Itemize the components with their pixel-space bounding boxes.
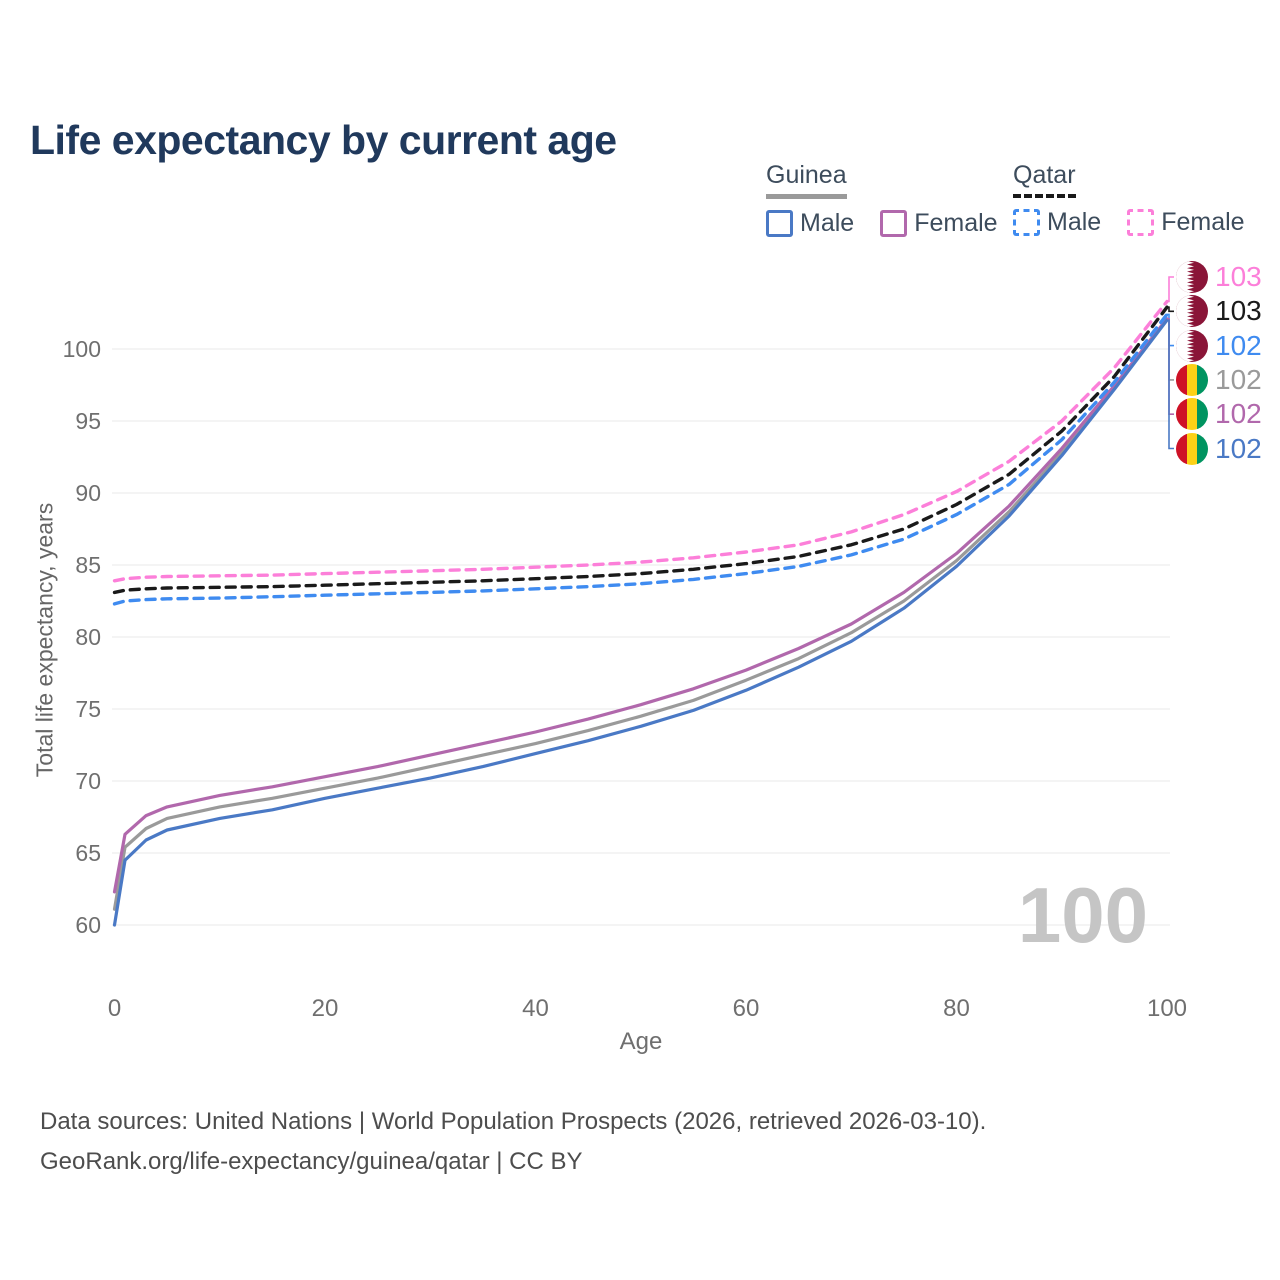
guinea-flag-icon [1176,398,1208,431]
y-tick-label: 65 [75,840,101,866]
leader-line-qatar_both [1167,306,1174,313]
end-label-qatar_male: 102 [1176,329,1262,362]
qatar-flag-icon [1176,295,1208,328]
legend-item-label: Female [914,209,998,237]
y-tick-label: 100 [63,336,101,362]
y-tick-label: 70 [75,768,101,794]
legend-item-label: Female [1161,208,1245,236]
guinea-male-swatch-icon [766,210,793,237]
leader-line-guinea_male [1167,319,1174,450]
end-value: 102 [1215,329,1262,361]
y-tick-label: 75 [75,696,101,722]
end-value: 103 [1215,261,1262,292]
y-tick-label: 95 [75,408,101,434]
end-value: 102 [1215,432,1262,464]
legend-item-qatar-male[interactable]: Male [1013,208,1101,237]
end-value: 102 [1215,398,1262,430]
legend-item-guinea-male[interactable]: Male [766,209,854,238]
legend-item-label: Male [1047,208,1102,236]
legend-item-qatar-female[interactable]: Female [1127,208,1245,237]
end-label-qatar_female: 103 [1176,261,1262,293]
y-tick-label: 90 [75,480,101,506]
legend-group-title-guinea: Guinea [766,161,847,199]
y-tick-label: 80 [75,624,101,650]
qatar-flag-icon [1176,261,1208,293]
qatar-male-swatch-icon [1013,209,1040,236]
end-label-qatar_both: 103 [1176,295,1262,328]
series-line-guinea_male [112,318,1169,927]
y-axis-title: Total life expectancy, years [31,502,58,778]
x-tick-label: 100 [1147,995,1187,1022]
end-value: 102 [1215,363,1262,395]
age-counter-watermark: 100 [1017,871,1148,959]
legend-group-title-qatar: Qatar [1013,161,1076,198]
legend-item-label: Male [800,209,855,237]
guinea-flag-icon [1176,363,1208,396]
x-tick-label: 40 [522,995,549,1022]
legend-group-guinea: Guinea Male Female [766,161,998,238]
leader-line-qatar_male [1167,313,1174,347]
series-line-guinea_both [112,317,1169,911]
x-tick-label: 60 [733,995,760,1022]
qatar-flag-icon [1176,329,1208,362]
leader-line-qatar_female [1167,276,1174,303]
y-tick-label: 60 [75,912,101,938]
x-tick-label: 20 [312,995,339,1022]
leader-line-guinea_both [1167,318,1174,381]
x-tick-label: 80 [943,995,970,1022]
qatar-female-swatch-icon [1127,209,1155,236]
end-value: 103 [1215,295,1262,327]
guinea-female-swatch-icon [880,210,908,237]
x-axis-title: Age [619,1028,663,1055]
series-line-qatar_both [112,305,1169,595]
end-label-guinea_female: 102 [1176,398,1262,431]
x-tick-label: 0 [108,995,121,1022]
series-line-qatar_female [112,299,1169,583]
y-tick-label: 85 [75,552,101,578]
end-label-guinea_both: 102 [1176,363,1262,396]
series-line-qatar_male [112,312,1169,606]
legend-item-guinea-female[interactable]: Female [880,209,998,238]
end-label-guinea_male: 102 [1176,432,1262,465]
page-title: Life expectancy by current age [30,117,617,164]
guinea-flag-icon [1176,432,1208,465]
leader-line-guinea_female [1167,318,1174,415]
attribution-link-text[interactable]: GeoRank.org/life-expectancy/guinea/qatar… [40,1148,583,1175]
series-line-guinea_female [112,317,1169,894]
legend-group-qatar: Qatar Male Female [1013,161,1245,237]
data-sources-text: Data sources: United Nations | World Pop… [40,1108,987,1135]
